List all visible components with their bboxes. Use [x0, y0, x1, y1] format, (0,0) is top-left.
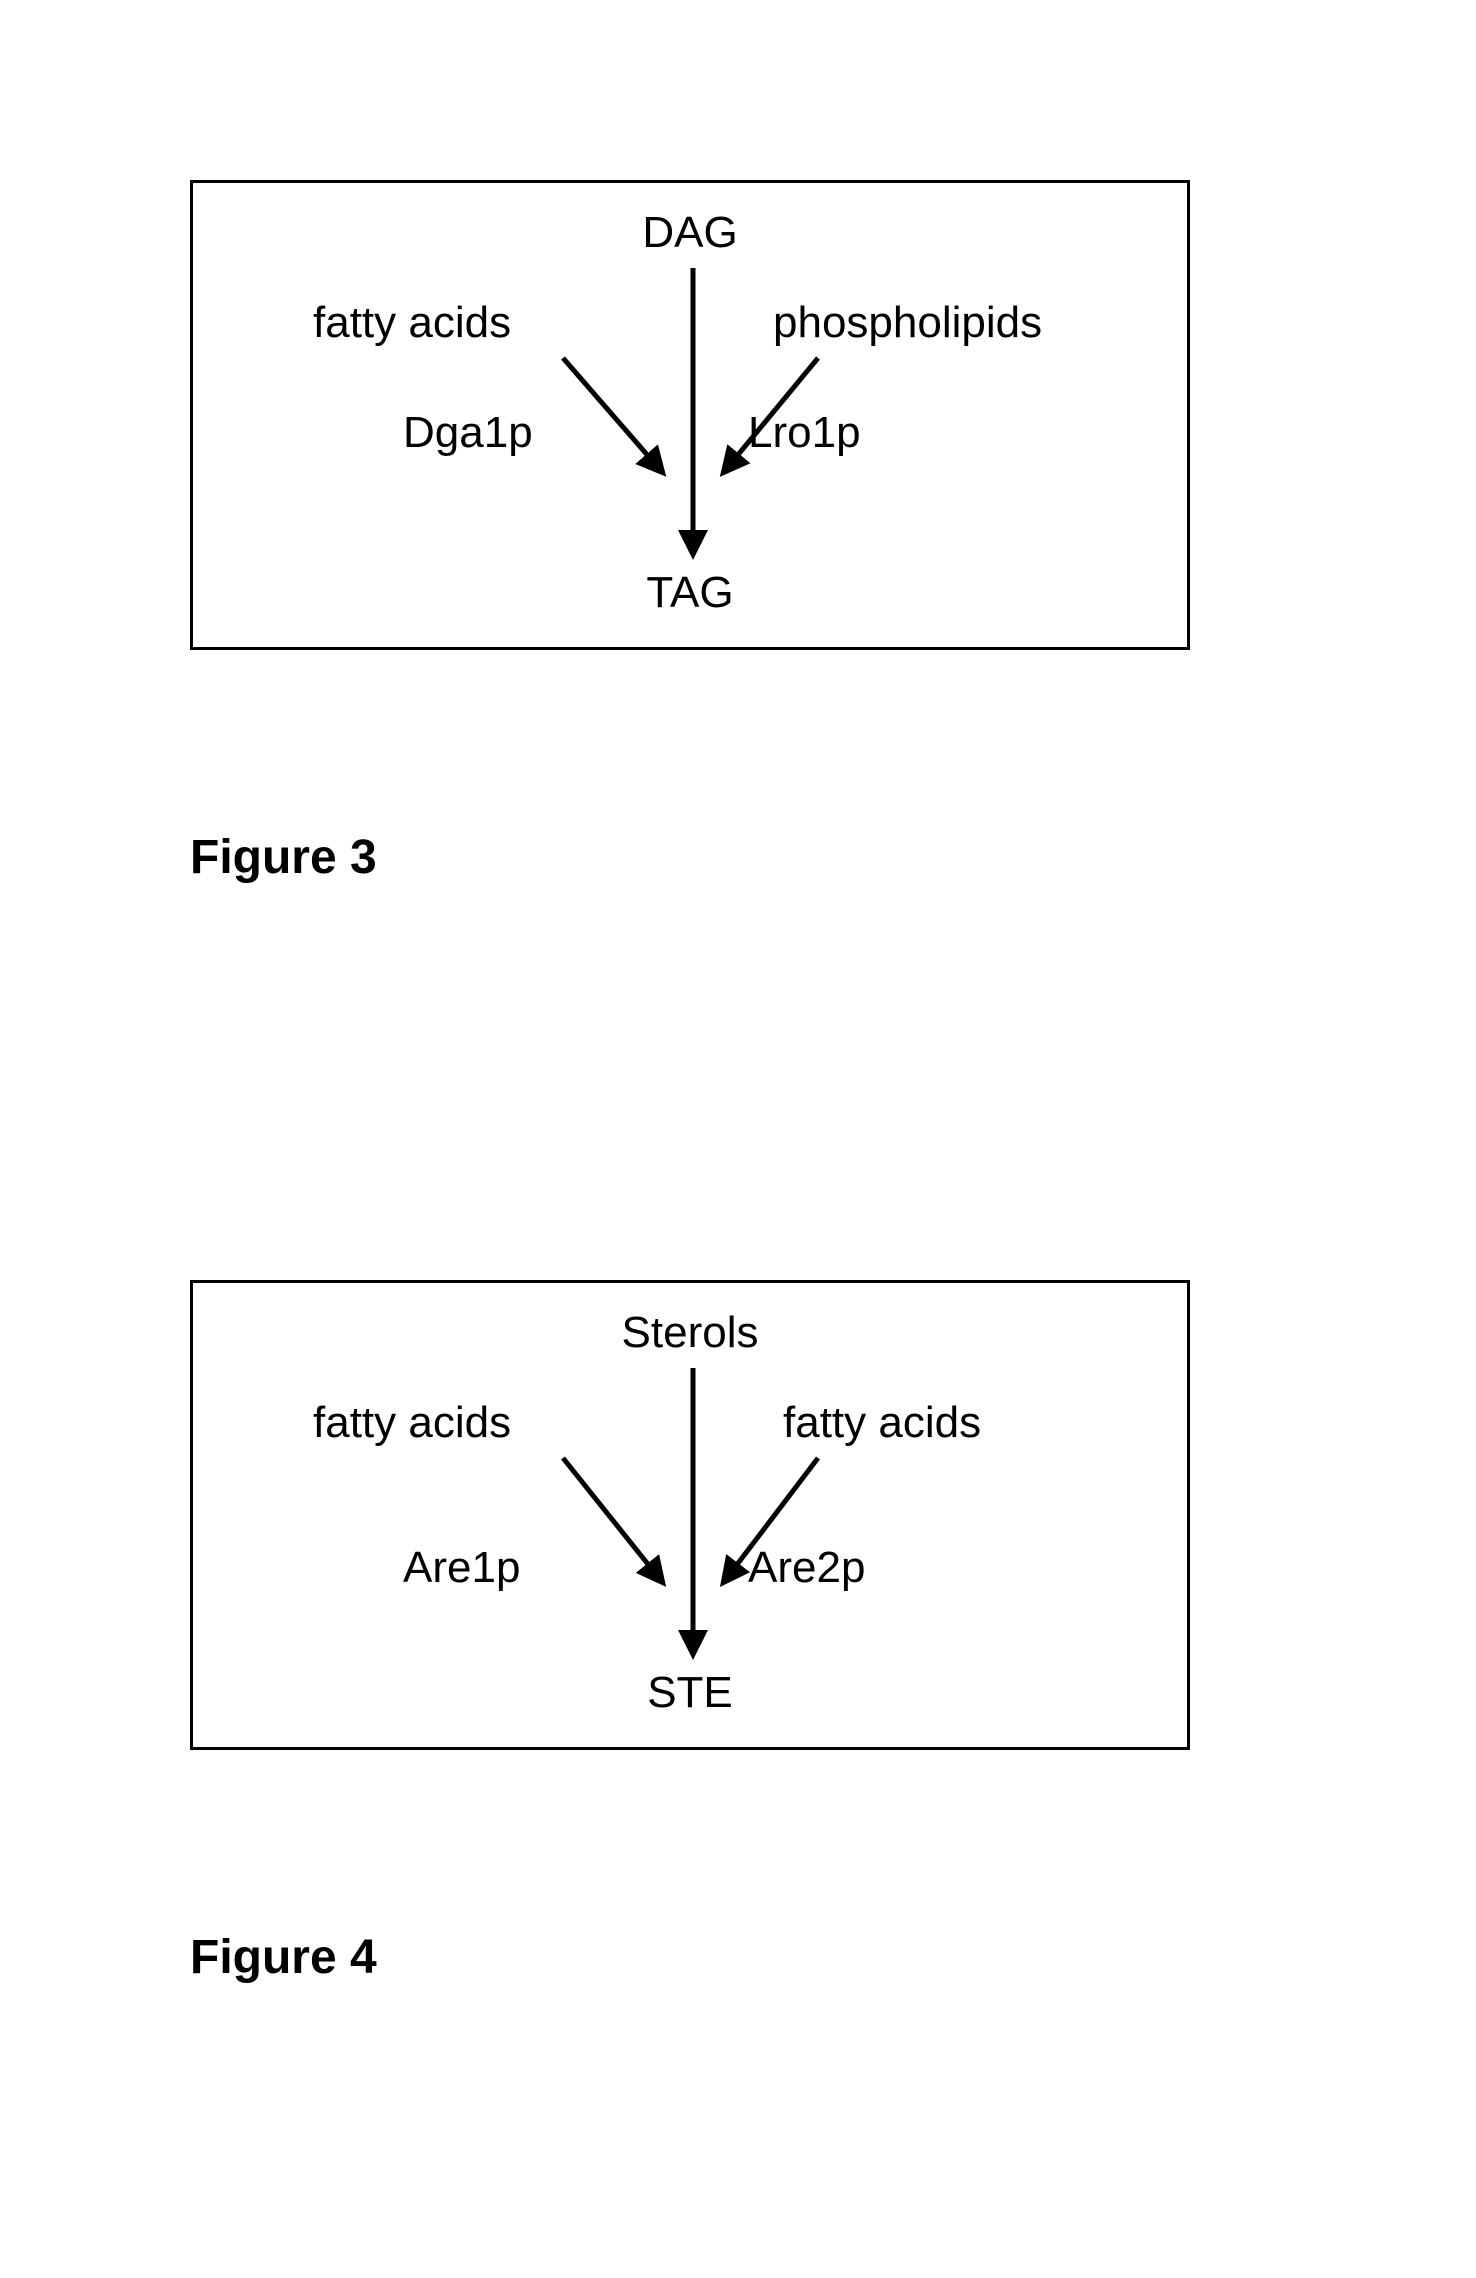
lro1p-label: Lro1p: [748, 408, 861, 458]
left-arrow: [563, 358, 663, 473]
figure-3-caption: Figure 3: [190, 830, 377, 885]
ste-label: STE: [647, 1668, 733, 1718]
fatty-acids-right-label-2: fatty acids: [783, 1398, 981, 1448]
left-arrow-2: [563, 1458, 663, 1583]
fatty-acids-left-label: fatty acids: [313, 298, 511, 348]
are2p-label: Are2p: [748, 1543, 865, 1593]
fatty-acids-left-label-2: fatty acids: [313, 1398, 511, 1448]
sterols-label: Sterols: [622, 1308, 759, 1358]
are1p-label: Are1p: [403, 1543, 520, 1593]
figure-4-box: Sterols fatty acids fatty acids Are1p Ar…: [190, 1280, 1190, 1750]
dga1p-label: Dga1p: [403, 408, 533, 458]
dag-label: DAG: [642, 208, 737, 258]
tag-label: TAG: [646, 568, 733, 618]
figure-4-caption: Figure 4: [190, 1930, 377, 1985]
phospholipids-label: phospholipids: [773, 298, 1042, 348]
figure-3-box: DAG fatty acids phospholipids Dga1p Lro1…: [190, 180, 1190, 650]
